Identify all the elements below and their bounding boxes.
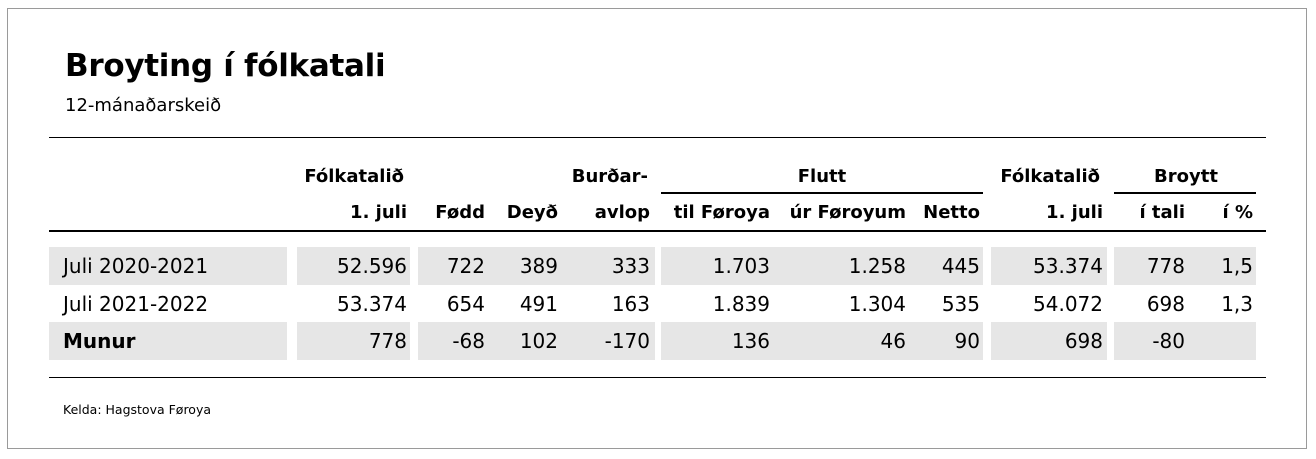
row-label: Juli 2020-2021 [63, 254, 209, 278]
page-title: Broyting í fólkatali [65, 48, 386, 84]
header-i-pct: í % [1222, 202, 1253, 223]
table-cell: 1.258 [848, 254, 906, 278]
table-cell: 163 [611, 292, 650, 316]
table-cell: 722 [446, 254, 485, 278]
header-i-tali: í tali [1139, 202, 1185, 223]
row-shade [49, 247, 287, 285]
table-cell: 778 [1146, 254, 1185, 278]
row-shade [297, 247, 410, 285]
row-shade [1114, 322, 1256, 360]
top-rule [49, 137, 1266, 138]
source-note: Kelda: Hagstova Føroya [63, 402, 212, 417]
header-rule [49, 230, 1266, 232]
subtitle: 12-mánaðarskeið [65, 95, 222, 116]
table-cell: 46 [880, 329, 906, 353]
row-label: Juli 2021-2022 [63, 292, 209, 316]
table-cell: 698 [1064, 329, 1103, 353]
table-cell: 1.703 [712, 254, 770, 278]
header-avlop: avlop [594, 202, 650, 223]
row-shade [991, 247, 1107, 285]
header-fokatalid-end: Fólkatalið [1000, 166, 1100, 187]
table-cell: 654 [446, 292, 485, 316]
header-broytt: Broytt [1154, 166, 1218, 187]
table-cell: 778 [368, 329, 407, 353]
table-cell: 53.374 [337, 292, 407, 316]
row-shade [297, 322, 410, 360]
table-cell: 1.304 [848, 292, 906, 316]
table-cell: 52.596 [337, 254, 407, 278]
row-label: Munur [63, 329, 136, 353]
table-cell: 136 [731, 329, 770, 353]
figure-frame [7, 8, 1307, 449]
header-til-foroya: til Føroya [673, 202, 770, 223]
table-cell: 1,3 [1221, 292, 1253, 316]
header-burdar: Burðar- [571, 166, 648, 187]
table-cell: 535 [941, 292, 980, 316]
row-shade [49, 322, 287, 360]
row-shade [418, 247, 655, 285]
table-cell: 445 [941, 254, 980, 278]
table-cell: 698 [1146, 292, 1185, 316]
header-fokatalid-start: Fólkatalið [304, 166, 404, 187]
table-cell: 389 [519, 254, 558, 278]
table-cell: 102 [519, 329, 558, 353]
header-1-juli-end: 1. juli [1046, 202, 1103, 223]
table-cell: 90 [954, 329, 980, 353]
table-cell: -68 [452, 329, 485, 353]
row-shade [661, 247, 983, 285]
table-cell: 53.374 [1033, 254, 1103, 278]
row-shade [418, 322, 655, 360]
table-cell: 333 [611, 254, 650, 278]
row-shade [991, 322, 1107, 360]
table-cell: -170 [604, 329, 650, 353]
row-shade [1114, 247, 1256, 285]
table-cell: 1.839 [712, 292, 770, 316]
table-cell: 491 [519, 292, 558, 316]
broytt-group-rule [1114, 192, 1256, 194]
header-1-juli-start: 1. juli [350, 202, 407, 223]
row-shade [661, 322, 983, 360]
table-cell: -80 [1152, 329, 1185, 353]
header-ur-foroyum: úr Føroyum [789, 202, 906, 223]
table-cell: 1,5 [1221, 254, 1253, 278]
header-netto: Netto [923, 202, 980, 223]
flutt-group-rule [661, 192, 983, 194]
bottom-rule [49, 377, 1266, 378]
header-flutt: Flutt [797, 166, 847, 187]
table-cell: 54.072 [1033, 292, 1103, 316]
header-deyd: Deyð [506, 202, 558, 223]
header-fodd: Fødd [435, 202, 485, 223]
